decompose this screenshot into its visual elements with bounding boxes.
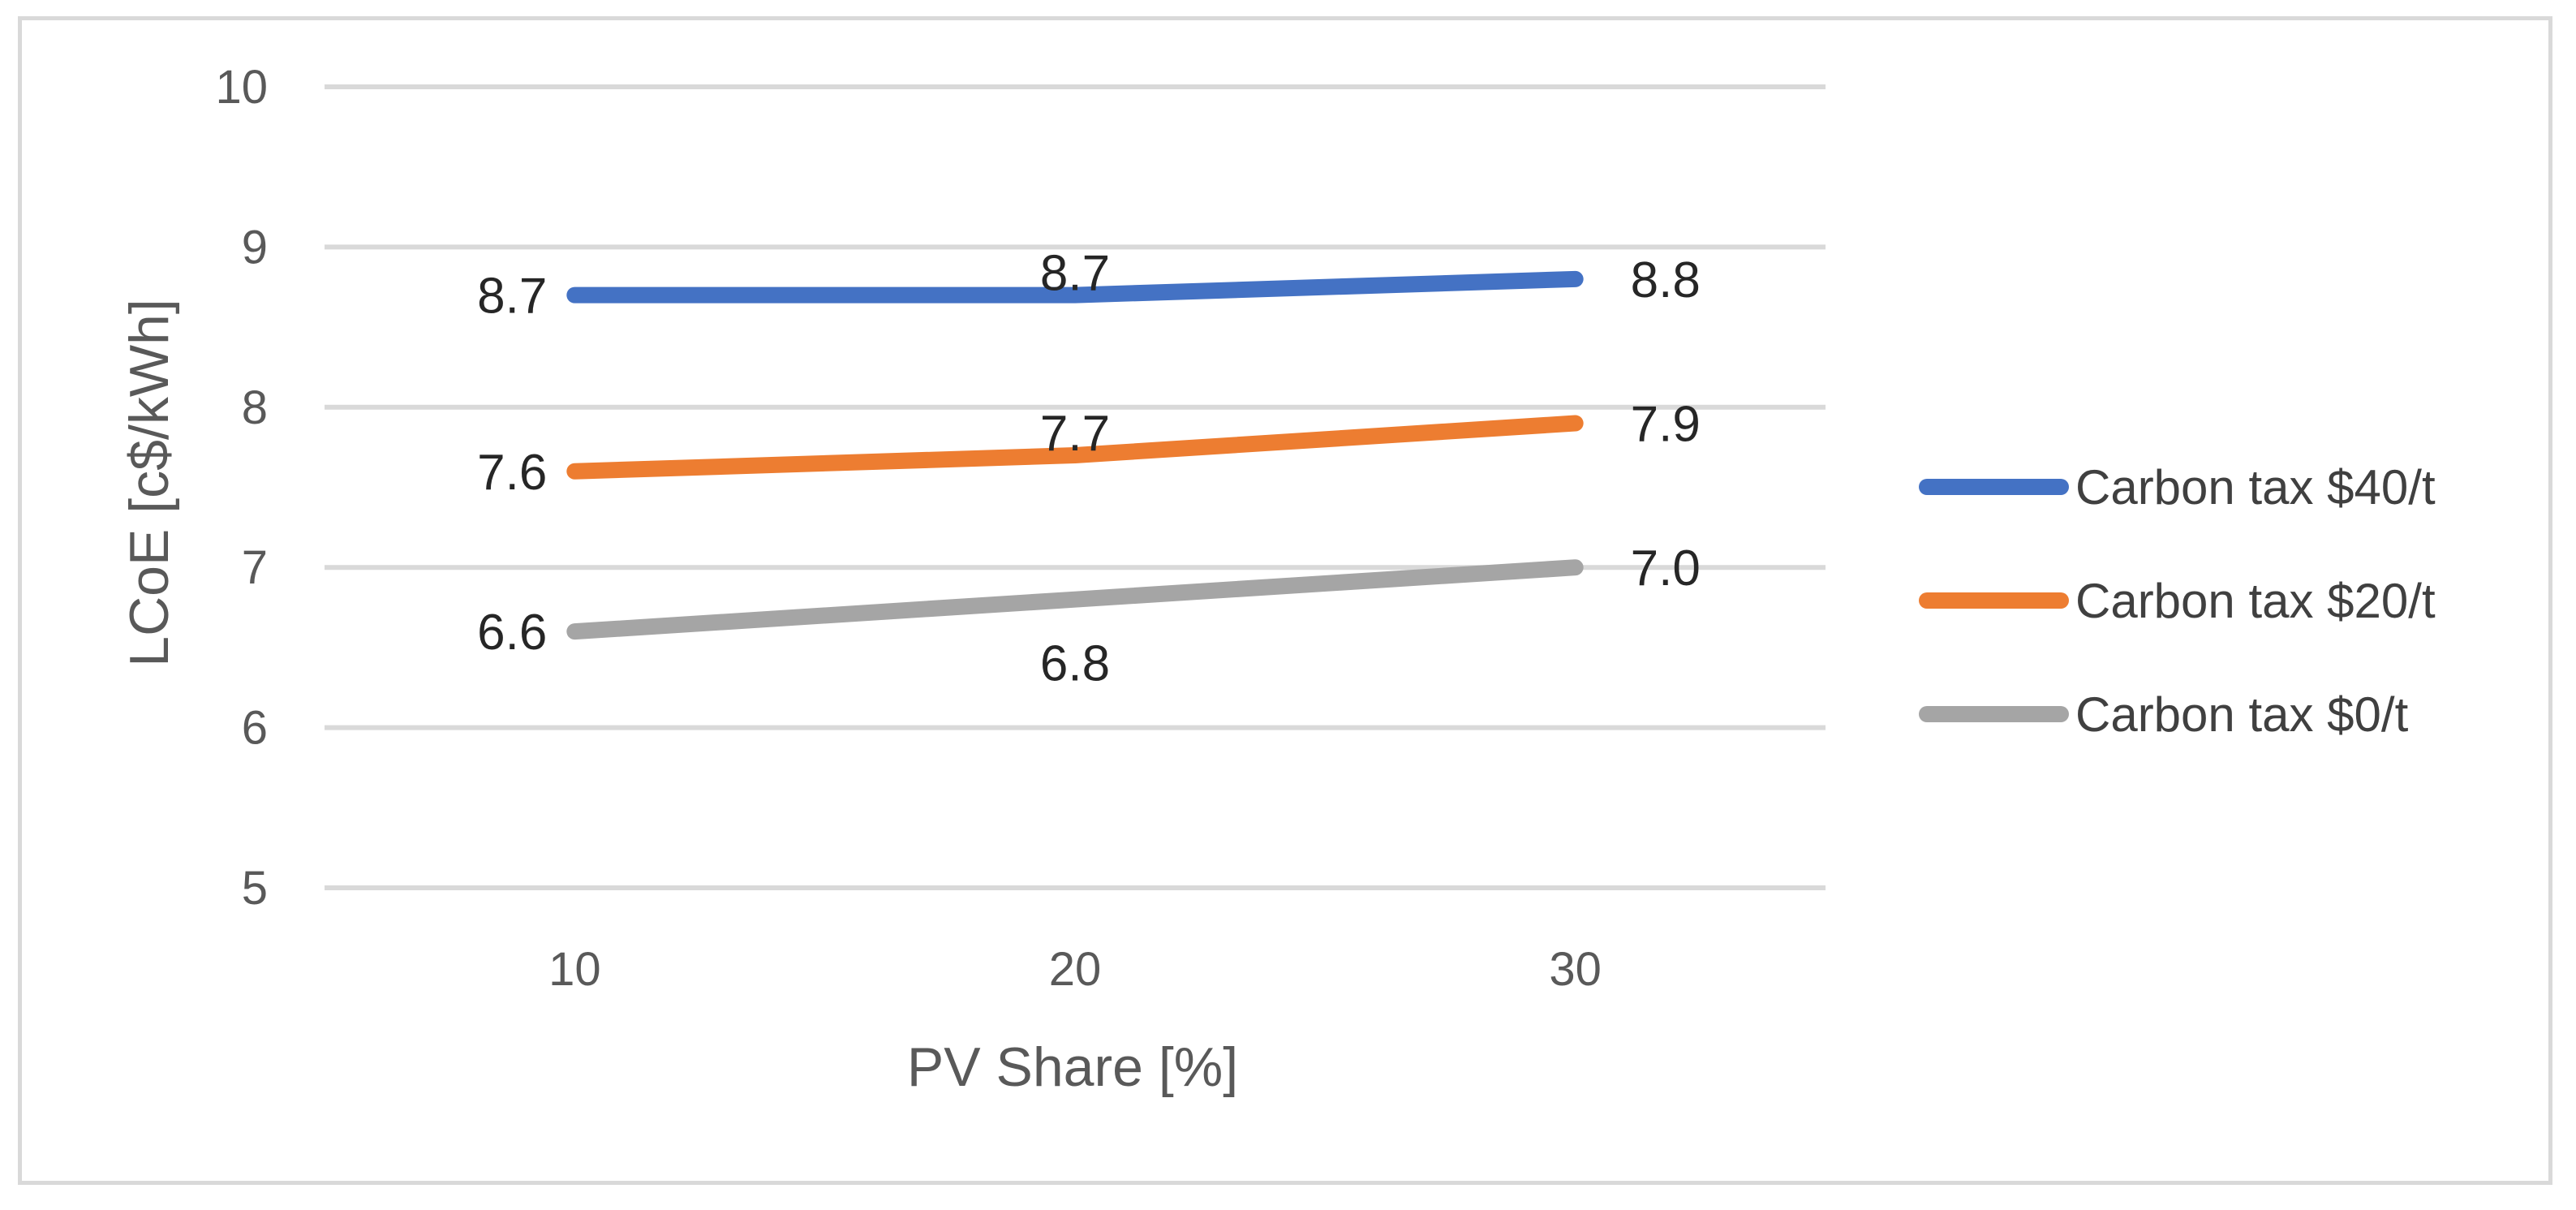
y-tick-label: 7 (242, 541, 268, 594)
y-axis-tick-labels: 5 6 7 8 9 10 (215, 61, 268, 915)
series-line (566, 559, 1584, 640)
y-tick-label: 8 (242, 381, 268, 434)
data-labels: 8.7 8.7 8.8 7.6 7.7 7.9 6.6 6.8 7.0 (477, 246, 1701, 692)
x-axis-title: PV Share [%] (907, 1036, 1238, 1098)
data-label: 8.7 (477, 269, 547, 325)
data-label: 7.7 (1040, 406, 1110, 462)
data-label: 7.0 (1631, 540, 1701, 596)
data-label: 6.8 (1040, 636, 1110, 692)
y-tick-label: 6 (242, 702, 268, 755)
data-label: 8.7 (1040, 246, 1110, 302)
x-tick-label: 20 (1049, 943, 1102, 996)
data-label: 7.9 (1631, 397, 1701, 453)
chart-frame (18, 16, 2552, 1185)
y-axis-title: LCoE [c$/kWh] (118, 299, 180, 667)
y-tick-label: 10 (215, 61, 268, 114)
series-lines (566, 270, 1584, 640)
legend-label: Carbon tax $20/t (2075, 574, 2436, 628)
data-label: 8.8 (1631, 252, 1701, 308)
x-axis-tick-labels: 10 20 30 (548, 943, 1602, 996)
y-tick-label: 9 (242, 221, 268, 273)
legend-label: Carbon tax $0/t (2075, 687, 2409, 742)
legend-label: Carbon tax $40/t (2075, 460, 2436, 515)
data-label: 7.6 (477, 445, 547, 501)
data-label: 6.6 (477, 605, 547, 661)
x-tick-label: 30 (1549, 943, 1602, 996)
legend: Carbon tax $40/t Carbon tax $20/t Carbon t… (1919, 460, 2436, 742)
series-line (566, 270, 1584, 304)
y-tick-label: 5 (242, 862, 268, 915)
gridlines (325, 84, 1826, 890)
x-tick-label: 10 (548, 943, 601, 996)
series-line (566, 415, 1584, 480)
